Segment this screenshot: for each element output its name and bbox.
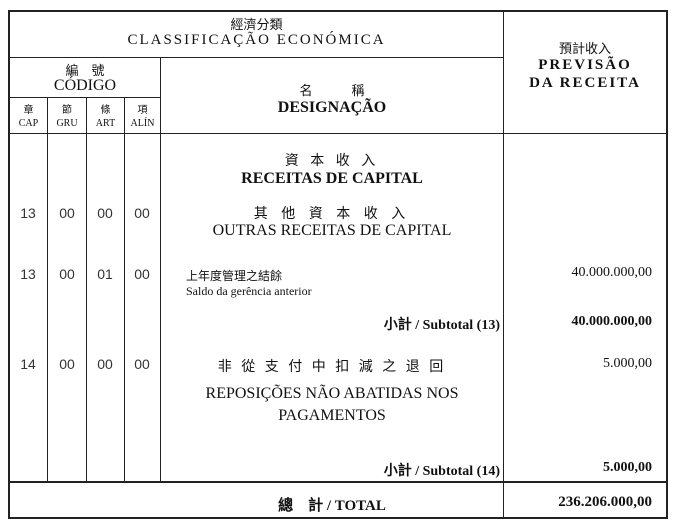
cap: 14 [20, 356, 36, 372]
designation-zh: 非 從 支 付 中 扣 減 之 退 回 [217, 360, 447, 375]
subtotal-value: 40.000.000,00 [571, 314, 653, 329]
gru: 00 [59, 356, 75, 372]
code-pt: CÓDIGO [53, 77, 117, 94]
class-zh: 經濟分類 [230, 17, 283, 32]
prev-pt-2: DA RECEITA [529, 75, 641, 91]
name-pt: DESIGNAÇÃO [277, 99, 387, 116]
col-cap-zh: 章 [23, 105, 34, 116]
prev-zh: 預計收入 [558, 41, 611, 56]
cap: 13 [20, 205, 36, 221]
col-gru-zh: 節 [62, 105, 72, 116]
code-zh: 編 號 [65, 63, 105, 78]
class-pt: CLASSIFICAÇÃO ECONÓMICA [127, 32, 386, 48]
total-value: 236.206.000,00 [558, 494, 652, 510]
cap: 13 [20, 266, 36, 282]
designation-pt: REPOSIÇÕES NÃO ABATIDAS NOS PAGAMENTOS [205, 385, 459, 424]
designation-pt: OUTRAS RECEITAS DE CAPITAL [212, 222, 452, 239]
art: 00 [97, 356, 113, 372]
art: 00 [97, 205, 113, 221]
designation-zh: 上年度管理之結餘 [186, 269, 283, 283]
alin: 00 [134, 356, 150, 372]
col-art: ART [95, 118, 116, 129]
col-alin-zh: 項 [137, 105, 148, 116]
alin: 00 [134, 266, 150, 282]
value: 40.000.000,00 [571, 265, 653, 280]
designation-pt: Saldo da gerência anterior [186, 284, 312, 298]
col-art-zh: 條 [100, 105, 111, 116]
col-cap: CAP [18, 118, 39, 129]
subtotal-label: 小計 / Subtotal (14) [383, 464, 500, 479]
designation-zh: 其 他 資 本 收 入 [253, 207, 411, 222]
name-zh: 名 稱 [299, 83, 365, 98]
value: 5.000,00 [603, 356, 652, 371]
subtotal-label: 小計 / Subtotal (13) [383, 318, 500, 333]
col-alin: ALÍN [130, 118, 155, 129]
gru: 00 [59, 205, 75, 221]
art: 01 [97, 266, 113, 282]
gru: 00 [59, 266, 75, 282]
total-label: 總 計 / TOTAL [278, 498, 386, 514]
alin: 00 [134, 205, 150, 221]
subtotal-value: 5.000,00 [603, 460, 652, 475]
col-gru: GRU [56, 118, 78, 129]
section-zh: 資 本 收 入 [284, 154, 380, 169]
prev-pt-1: PREVISÃO [538, 57, 632, 73]
section-pt: RECEITAS DE CAPITAL [241, 170, 423, 187]
